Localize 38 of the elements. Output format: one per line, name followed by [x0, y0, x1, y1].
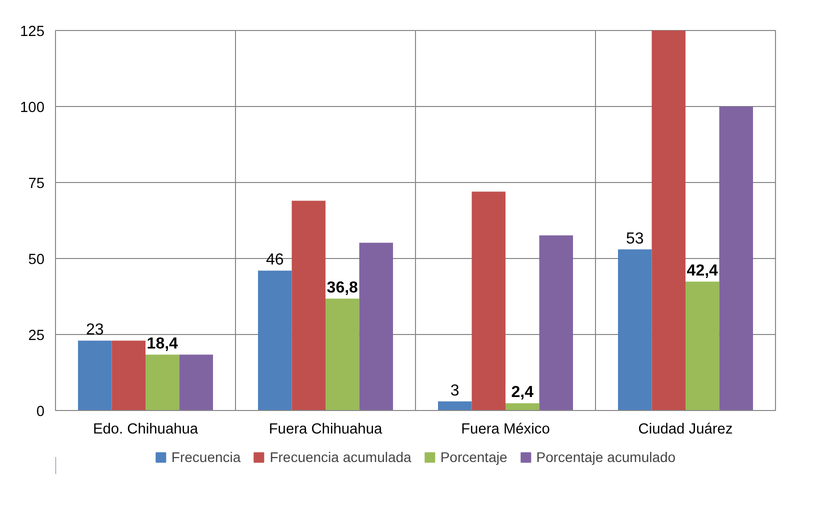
legend-label: Porcentaje acumulado [536, 449, 676, 465]
x-tick-label: Fuera México [461, 422, 550, 438]
bar [652, 30, 686, 410]
data-label: 53 [626, 230, 644, 248]
bar [146, 354, 180, 410]
data-label: 18,4 [146, 335, 178, 352]
legend-label: Frecuencia [171, 449, 241, 465]
data-label: 2,4 [511, 384, 534, 402]
data-label: 42,4 [686, 262, 718, 280]
legend-label: Frecuencia acumulada [270, 449, 412, 465]
x-tick-label: Ciudad Juárez [638, 422, 733, 438]
x-tick-label: Fuera Chihuahua [268, 422, 383, 438]
bar [472, 192, 506, 410]
bar [292, 200, 326, 410]
bar [719, 106, 753, 410]
bar [438, 401, 472, 410]
bar [112, 340, 146, 410]
bar [506, 403, 540, 410]
y-tick-label: 0 [36, 404, 45, 420]
data-label: 36,8 [326, 280, 358, 297]
x-tick-label: Edo. Chihuahua [92, 422, 199, 438]
legend-label: Porcentaje [440, 449, 508, 465]
bar [258, 270, 292, 410]
data-label: 46 [266, 252, 284, 269]
bar [179, 354, 213, 410]
bar [359, 242, 393, 410]
bar [539, 235, 573, 410]
y-tick-label: 50 [28, 252, 45, 268]
bar [326, 298, 360, 410]
data-label: 23 [86, 322, 104, 338]
y-tick-label: 25 [28, 328, 45, 344]
y-tick-label: 125 [20, 24, 45, 40]
bar [78, 340, 112, 410]
bar [618, 249, 652, 410]
y-tick-label: 100 [20, 100, 45, 116]
bar [686, 282, 720, 410]
data-label: 3 [450, 382, 460, 400]
y-tick-label: 75 [28, 176, 45, 192]
